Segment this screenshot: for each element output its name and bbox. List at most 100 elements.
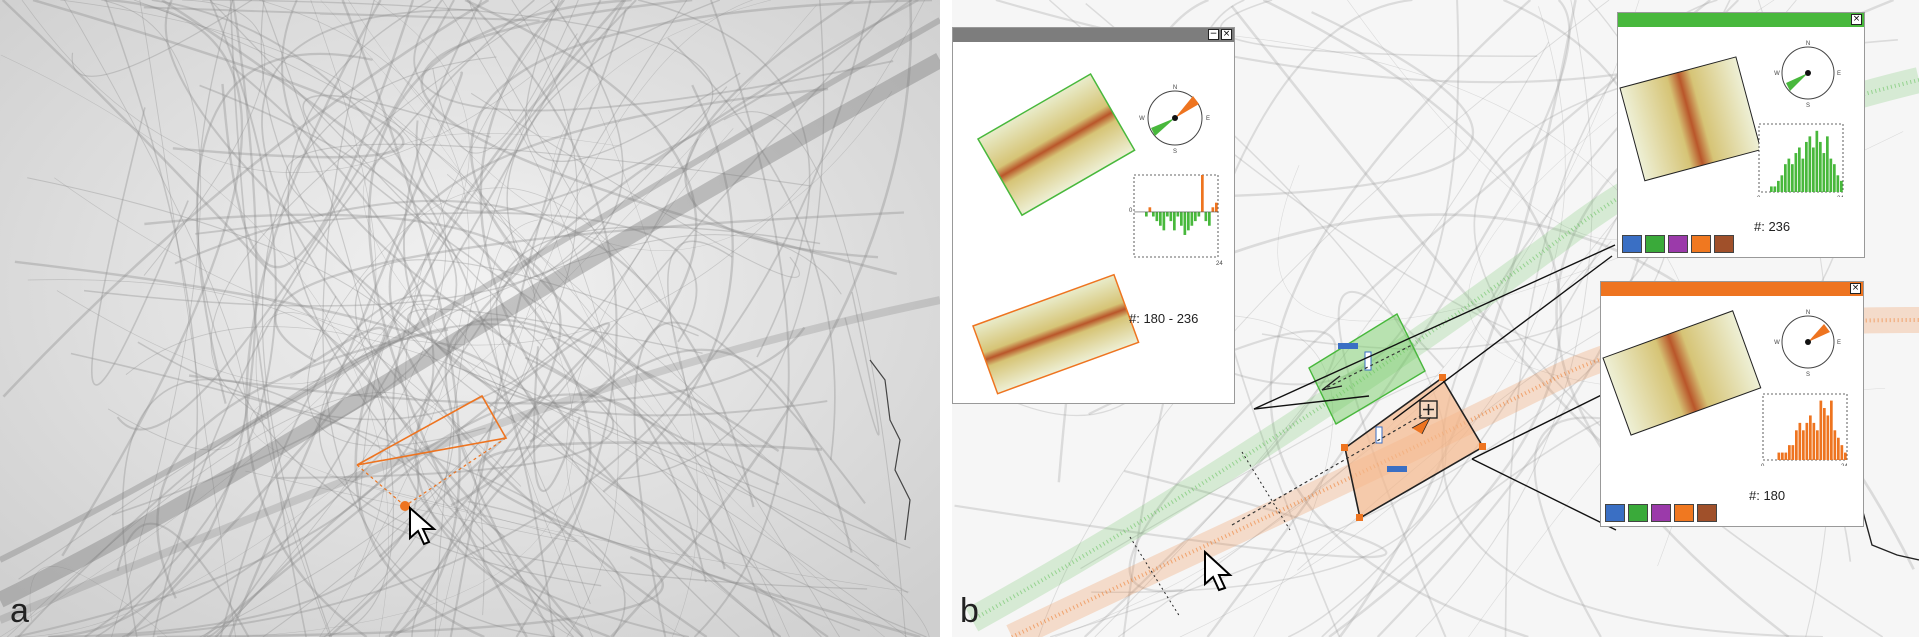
panel-b-lens-inspection: − × N S xyxy=(952,0,1919,637)
histogram-bar xyxy=(1781,452,1784,460)
histogram-bar xyxy=(1777,452,1781,460)
histogram-bar xyxy=(1805,422,1809,461)
histogram-bar xyxy=(1795,430,1798,460)
compass-north-label: N xyxy=(1173,85,1177,91)
histogram-bar xyxy=(1840,180,1843,192)
histogram-axis-label: 24 xyxy=(1837,196,1844,197)
histogram-bar xyxy=(1836,175,1840,192)
green-density-heatmap xyxy=(1619,56,1762,182)
compass-north-label: N xyxy=(1806,310,1810,316)
green-hourly-histogram: 0 24 xyxy=(1757,123,1844,197)
green-lens-window[interactable]: × N S W E xyxy=(1617,12,1865,258)
close-button[interactable]: × xyxy=(1221,29,1232,40)
histogram-bar xyxy=(1801,158,1805,192)
color-swatch-blue[interactable] xyxy=(1622,235,1642,253)
histogram-bar xyxy=(1208,211,1211,226)
compass-south-label: S xyxy=(1806,103,1810,109)
compass-south-label: S xyxy=(1173,149,1177,155)
histogram-bar xyxy=(1197,211,1201,217)
close-button[interactable]: × xyxy=(1851,14,1862,25)
trajectory-background xyxy=(0,0,940,637)
close-button[interactable]: × xyxy=(1850,283,1861,294)
histogram-bar xyxy=(1826,415,1830,460)
histogram-bar xyxy=(1180,211,1183,226)
color-swatch-orange[interactable] xyxy=(1674,504,1694,522)
histogram-bar xyxy=(1791,164,1794,192)
orange-lens-corner-handle[interactable] xyxy=(1341,444,1348,451)
minimize-button[interactable]: − xyxy=(1208,29,1219,40)
orange-lens-handle[interactable] xyxy=(1387,466,1407,472)
histogram-bar xyxy=(1162,211,1166,231)
color-swatch-green[interactable] xyxy=(1628,504,1648,522)
histogram-bar xyxy=(1815,130,1819,192)
compass-west-label: W xyxy=(1139,116,1145,122)
orange-lens-corner-handle[interactable] xyxy=(1439,374,1446,381)
selection-count-label: #: 180 xyxy=(1749,488,1786,503)
histogram-bar xyxy=(1183,211,1187,235)
histogram-bar xyxy=(1784,452,1788,460)
compass-north-label: N xyxy=(1806,41,1810,47)
histogram-bar xyxy=(1201,175,1204,212)
orange-lens-handle[interactable] xyxy=(1375,426,1383,444)
histogram-bar xyxy=(1155,211,1159,222)
lens-compare-window[interactable]: − × N S xyxy=(952,27,1235,404)
histogram-bar xyxy=(1787,158,1791,192)
histogram-bar xyxy=(1173,211,1176,231)
color-swatch-purple[interactable] xyxy=(1651,504,1671,522)
histogram-bar xyxy=(1204,211,1208,222)
histogram-bar xyxy=(1194,211,1197,222)
color-swatch-blue[interactable] xyxy=(1605,504,1625,522)
color-swatch-green[interactable] xyxy=(1645,235,1665,253)
lens-anchor-handle[interactable] xyxy=(400,501,410,511)
panel-a-trajectory-map: a xyxy=(0,0,940,637)
histogram-bar xyxy=(1788,445,1791,460)
window-titlebar[interactable] xyxy=(1601,282,1863,296)
compass-west-label: W xyxy=(1774,71,1780,77)
lens-outline[interactable] xyxy=(356,394,508,466)
histogram-bar xyxy=(1830,400,1833,460)
panel-label-b: b xyxy=(960,592,979,630)
histogram-axis-label: 0 xyxy=(1757,196,1761,197)
histogram-axis-label: 0 xyxy=(1129,208,1133,214)
green-lens-handle[interactable] xyxy=(1338,343,1358,349)
color-swatch-orange[interactable] xyxy=(1691,235,1711,253)
mouse-cursor-icon xyxy=(409,505,437,546)
compass-south-label: S xyxy=(1806,372,1810,378)
difference-histogram: 0 24 xyxy=(1129,174,1223,267)
mouse-cursor-icon xyxy=(1204,549,1233,592)
color-swatch-purple[interactable] xyxy=(1668,235,1688,253)
histogram-bar xyxy=(1808,136,1812,192)
histogram-bar xyxy=(1152,211,1155,217)
histogram-bar xyxy=(1823,408,1826,460)
histogram-axis-label: 24 xyxy=(1216,261,1223,267)
histogram-bar xyxy=(1784,164,1787,192)
histogram-axis-label: 0 xyxy=(1761,464,1765,466)
histogram-bar xyxy=(1812,422,1816,461)
histogram-bar xyxy=(1215,202,1218,212)
histogram-bar xyxy=(1833,430,1837,460)
color-swatch-brown[interactable] xyxy=(1714,235,1734,253)
selection-count-label: #: 180 - 236 xyxy=(1129,311,1199,326)
color-swatch-brown[interactable] xyxy=(1697,504,1717,522)
orange-lens-corner-handle[interactable] xyxy=(1356,514,1363,521)
window-titlebar[interactable] xyxy=(1618,13,1864,27)
histogram-bar xyxy=(1840,445,1844,460)
green-lens-handle[interactable] xyxy=(1364,351,1372,371)
histogram-bar xyxy=(1819,400,1823,460)
orange-lens-corner-handle[interactable] xyxy=(1479,443,1486,450)
histogram-bar xyxy=(1770,186,1773,192)
histogram-bar xyxy=(1187,211,1190,231)
compass-east-label: E xyxy=(1837,340,1841,346)
histogram-bar xyxy=(1777,180,1780,192)
orange-lens-window[interactable]: × N S W E 0 24 #: 180 xyxy=(1600,281,1864,527)
histogram-bar xyxy=(1166,211,1169,217)
histogram-bar xyxy=(1148,207,1152,212)
histogram-bar xyxy=(1802,430,1805,460)
orange-hourly-histogram: 0 24 xyxy=(1761,393,1848,466)
window-titlebar[interactable] xyxy=(953,28,1234,42)
histogram-bar xyxy=(1809,415,1812,460)
histogram-bar xyxy=(1176,211,1180,217)
histogram-bar xyxy=(1798,147,1801,192)
histogram-bar xyxy=(1833,164,1836,192)
histogram-bar xyxy=(1145,211,1148,217)
